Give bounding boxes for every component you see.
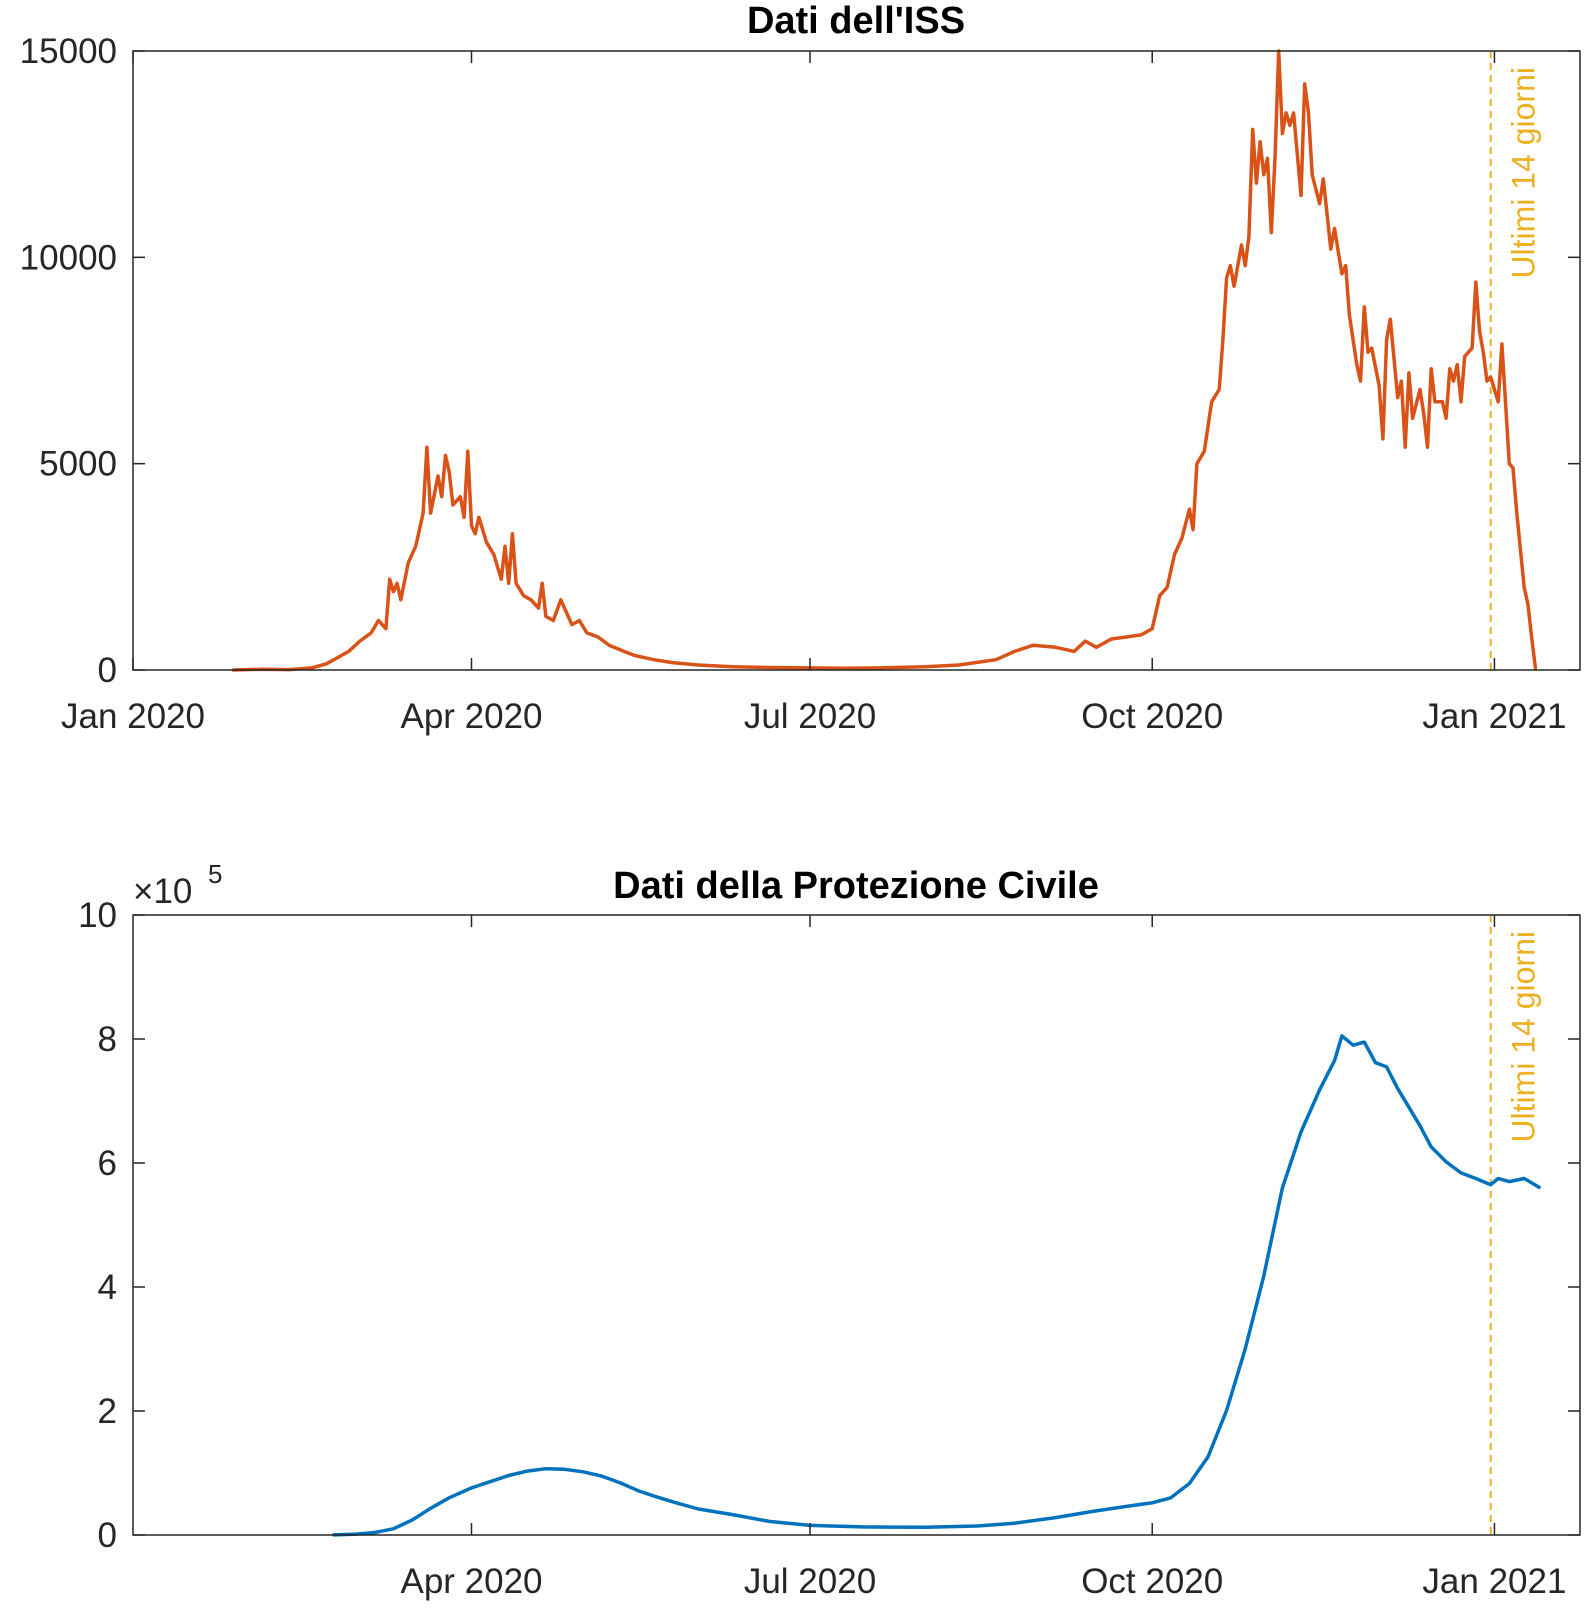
x-tick-label: Jan 2020 xyxy=(61,697,205,736)
x-tick-label: Jan 2021 xyxy=(1422,1562,1566,1601)
y-tick-label: 8 xyxy=(98,1020,117,1059)
series xyxy=(332,1034,1541,1537)
series xyxy=(231,49,1538,672)
chart-title: Dati dell'ISS xyxy=(747,0,965,42)
annotation: Ultimi 14 giorni xyxy=(1489,51,1542,670)
y-tick-label: 10 xyxy=(78,896,117,935)
protezione-civile-chart: Dati della Protezione Civile ×10 5 Ultim… xyxy=(78,859,1581,1601)
y-tick-label: 0 xyxy=(98,1516,117,1555)
y-tick-label: 15000 xyxy=(20,32,117,71)
y-tick-label: 0 xyxy=(98,651,117,690)
annotation-text: Ultimi 14 giorni xyxy=(1506,931,1542,1143)
x-tick-label: Jul 2020 xyxy=(744,1562,876,1601)
x-tick-label: Jan 2021 xyxy=(1422,697,1566,736)
series-line xyxy=(332,1034,1541,1537)
x-tick-label: Oct 2020 xyxy=(1081,1562,1223,1601)
iss-chart: Dati dell'ISS Ultimi 14 giorni Jan 2020 A… xyxy=(20,0,1581,736)
axes-box xyxy=(132,914,1581,1536)
chart-title: Dati della Protezione Civile xyxy=(613,865,1099,907)
y-exponent-power: 5 xyxy=(208,859,222,889)
y-tick-label: 6 xyxy=(98,1144,117,1183)
x-tick-label: Apr 2020 xyxy=(400,1562,542,1601)
y-exponent-base: ×10 xyxy=(133,872,192,911)
y-exponent: ×10 5 xyxy=(133,859,222,911)
annotation-text: Ultimi 14 giorni xyxy=(1506,67,1542,279)
series-line xyxy=(231,49,1538,672)
axes-box xyxy=(132,50,1581,671)
x-tick-label: Oct 2020 xyxy=(1081,697,1223,736)
axis-ticks: Apr 2020 Jul 2020 Oct 2020 Jan 2021 0 2 4 6 8 10 xyxy=(78,896,1580,1601)
y-tick-label: 4 xyxy=(98,1268,117,1307)
axis-ticks: Jan 2020 Apr 2020 Jul 2020 Oct 2020 Jan 2021… xyxy=(20,32,1580,736)
y-tick-label: 10000 xyxy=(20,238,117,277)
y-tick-label: 5000 xyxy=(39,445,117,484)
annotation: Ultimi 14 giorni xyxy=(1489,915,1542,1535)
x-tick-label: Apr 2020 xyxy=(400,697,542,736)
y-tick-label: 2 xyxy=(98,1392,117,1431)
x-tick-label: Jul 2020 xyxy=(744,697,876,736)
